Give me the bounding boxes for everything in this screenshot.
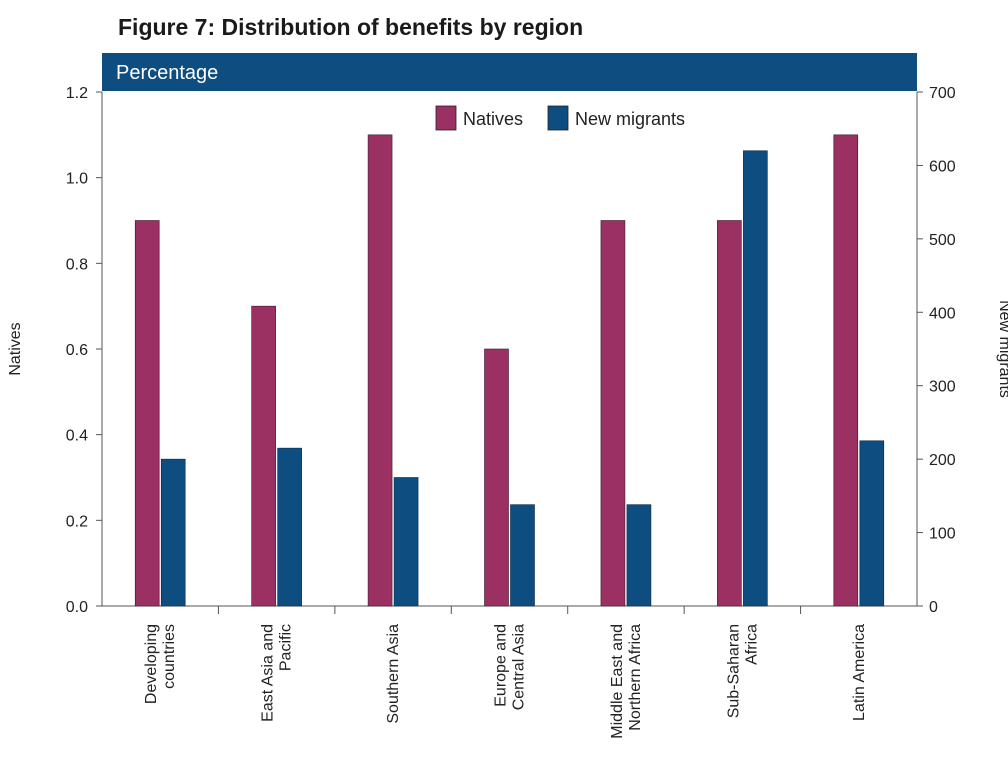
- y-tick-label-right: 200: [929, 452, 956, 469]
- bar-natives: [833, 134, 859, 607]
- y-tick-label-right: 100: [929, 526, 956, 543]
- category-label: Sub-SaharanAfrica: [725, 624, 760, 718]
- category-label: Southern Asia: [385, 624, 402, 724]
- bar-natives: [600, 220, 626, 607]
- y-tick-label-right: 400: [929, 305, 956, 322]
- legend-swatch: [435, 105, 457, 131]
- bar-natives: [134, 220, 160, 607]
- legend: Natives New migrants: [435, 105, 685, 131]
- y-tick-label-left: 1.2: [66, 85, 88, 102]
- y-tick-label-left: 0.0: [66, 599, 88, 616]
- y-tick-label-right: 500: [929, 232, 956, 249]
- bar-new-migrants: [626, 504, 652, 607]
- category-labels: Developingcountries East Asia andPacific S…: [143, 624, 868, 739]
- axes: 0.0 0.2 0.4 0.6 0.8 1.0 1.2 0 100 200 300 400 500 600…: [66, 85, 956, 616]
- y-tick-label-left: 0.6: [66, 342, 88, 359]
- bar-new-migrants: [859, 440, 885, 607]
- bar-new-migrants: [743, 150, 768, 607]
- category-label: Developingcountries: [143, 624, 178, 704]
- y-tick-label-right: 300: [929, 379, 956, 396]
- y-tick-label-right: 700: [929, 85, 956, 102]
- category-label: East Asia andPacific: [260, 624, 295, 722]
- legend-swatch: [547, 105, 569, 131]
- bar-new-migrants: [160, 458, 186, 607]
- y-tick-label-left: 1.0: [66, 171, 88, 188]
- bar-natives: [367, 134, 393, 607]
- chart-title: Figure 7: Distribution of benefits by re…: [118, 14, 583, 40]
- y-axis-left-label: Natives: [7, 322, 24, 375]
- y-tick-label-left: 0.8: [66, 256, 88, 273]
- chart-subtitle: Percentage: [116, 62, 218, 84]
- bar-new-migrants: [393, 477, 419, 607]
- bar-new-migrants: [277, 447, 302, 607]
- bar-natives: [717, 220, 742, 607]
- bar-new-migrants: [510, 504, 535, 607]
- y-tick-label-right: 0: [929, 599, 938, 616]
- bars: [134, 134, 885, 607]
- category-label: Latin America: [851, 624, 868, 721]
- bar-natives: [484, 348, 509, 607]
- legend-label: Natives: [463, 109, 523, 129]
- category-label: Europe andCentral Asia: [493, 624, 528, 710]
- category-label: Middle East andNorthern Africa: [609, 624, 644, 739]
- legend-label: New migrants: [575, 109, 685, 129]
- y-tick-label-left: 0.4: [66, 428, 88, 445]
- y-tick-label-right: 600: [929, 158, 956, 175]
- subtitle-banner: [102, 53, 917, 91]
- y-axis-right-label: New migrants: [996, 300, 1008, 398]
- y-tick-label-left: 0.2: [66, 513, 88, 530]
- bar-natives: [251, 305, 276, 607]
